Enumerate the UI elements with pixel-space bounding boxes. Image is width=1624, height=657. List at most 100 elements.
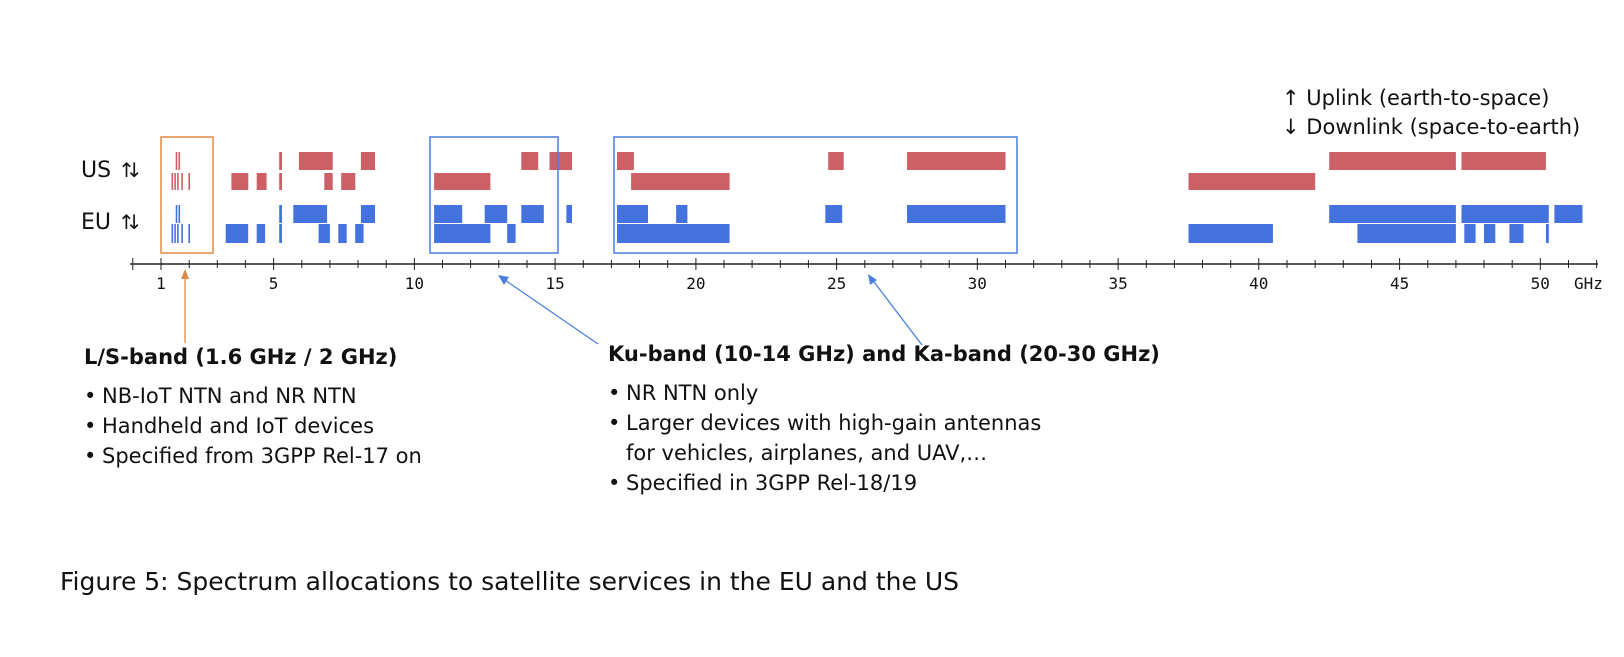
bullet-text: for vehicles, airplanes, and UAV,… <box>626 441 988 465</box>
legend-downlink-label: Downlink (space-to-earth) <box>1306 115 1581 139</box>
axis-tick-label: 5 <box>269 274 279 293</box>
us-up-allocation-bar <box>298 152 333 170</box>
eu-up-allocation-bar <box>676 205 688 223</box>
region-label-us: US ↑↓ <box>81 158 142 183</box>
bullet-icon: • <box>84 414 97 438</box>
ku-band-box <box>429 136 559 254</box>
ka-band-box <box>613 136 1018 254</box>
eu-up-allocation-bar <box>617 205 648 223</box>
ls-band-box <box>160 136 214 254</box>
ku-band-callout-arrow <box>501 277 599 345</box>
eu-up-allocation-bar <box>1329 205 1456 223</box>
ku-ka-band-title: Ku-band (10-14 GHz) and Ka-band (20-30 G… <box>608 342 1160 366</box>
eu-down-allocation-bar <box>279 224 282 243</box>
bullet-text: Specified in 3GPP Rel-18/19 <box>626 471 918 495</box>
eu-up-allocation-bar <box>1461 205 1549 223</box>
ka-band-callout-arrow <box>870 277 923 346</box>
list-item: • Specified from 3GPP Rel-17 on <box>84 441 422 471</box>
eu-down-allocation-bar <box>256 224 266 243</box>
list-item: • Specified in 3GPP Rel-18/19 <box>608 468 1041 498</box>
bullet-icon: • <box>84 444 97 468</box>
axis-tick-label: 1 <box>156 274 166 293</box>
eu-up-allocation-bar <box>360 205 375 223</box>
us-down-allocation-bar <box>279 173 282 190</box>
list-item: • NR NTN only <box>608 378 1041 408</box>
axis-tick-label: 15 <box>545 274 564 293</box>
us-up-allocation-bar <box>617 152 632 170</box>
us-down-allocation-bar <box>434 173 491 190</box>
eu-down-allocation-bar <box>1464 224 1476 243</box>
axis-tick-label: 50 <box>1531 274 1550 293</box>
eu-down-allocation-bar <box>1188 224 1273 243</box>
us-down-allocation-bar <box>341 173 356 190</box>
eu-down-allocation-bar <box>1484 224 1496 243</box>
us-up-allocation-bar <box>1461 152 1546 170</box>
eu-down-allocation-bar <box>434 224 491 243</box>
ku-band-arrowhead <box>498 275 509 285</box>
bullet-text: Specified from 3GPP Rel-17 on <box>102 444 422 468</box>
us-down-allocation-bar <box>631 173 730 190</box>
eu-down-allocation-bar <box>355 224 364 243</box>
axis-tick-label: 30 <box>968 274 987 293</box>
us-up-allocation-bar <box>549 152 572 170</box>
eu-up-allocation-bar <box>521 205 544 223</box>
list-item: • Larger devices with high-gain antennas <box>608 408 1041 438</box>
us-down-allocation-bar <box>324 173 333 190</box>
us-down-allocation-bar <box>256 173 267 190</box>
eu-up-allocation-bar <box>907 205 1006 223</box>
list-item: • NB-IoT NTN and NR NTN <box>84 381 422 411</box>
legend-uplink-label: Uplink (earth-to-space) <box>1306 86 1550 110</box>
us-up-allocation-bar <box>907 152 1006 170</box>
axis-tick-labels: 1 5 10 15 20 25 30 35 40 45 50 <box>156 274 1550 293</box>
figure-caption: Figure 5: Spectrum allocations to satell… <box>60 567 960 596</box>
bullet-icon: • <box>84 384 97 408</box>
axis-ticks <box>132 258 1598 270</box>
uplink-arrow-icon: ↑ <box>1282 86 1300 110</box>
eu-up-allocation-bar <box>434 205 463 223</box>
axis-tick-label: 25 <box>827 274 846 293</box>
bullet-text: NR NTN only <box>626 381 759 405</box>
region-eu-name: EU <box>81 210 112 235</box>
bullet-icon: • <box>608 381 621 405</box>
list-item: • Handheld and IoT devices <box>84 411 422 441</box>
list-item-continuation: for vehicles, airplanes, and UAV,… <box>608 438 1041 468</box>
region-label-eu: EU ↑↓ <box>81 210 142 235</box>
us-up-allocation-bar <box>521 152 539 170</box>
us-up-allocation-bar <box>360 152 375 170</box>
axis-tick-label: 35 <box>1108 274 1127 293</box>
ls-band-bullets: • NB-IoT NTN and NR NTN • Handheld and IoT… <box>84 381 422 471</box>
eu-down-allocation-bar <box>338 224 347 243</box>
legend-downlink: ↓ Downlink (space-to-earth) <box>1282 113 1580 142</box>
eu-down-allocation-bar <box>507 224 516 243</box>
legend-uplink: ↑ Uplink (earth-to-space) <box>1282 84 1549 113</box>
eu-down-allocation-bar <box>617 224 730 243</box>
bullet-text: Larger devices with high-gain antennas <box>626 411 1042 435</box>
us-up-allocation-bar <box>1329 152 1456 170</box>
bullet-icon: • <box>608 471 621 495</box>
us-up-allocation-bar <box>279 152 282 170</box>
eu-up-allocation-bar <box>566 205 572 223</box>
eu-up-allocation-bar <box>279 205 282 223</box>
ka-band-arrowhead <box>868 274 877 285</box>
axis-tick-label: 10 <box>405 274 424 293</box>
us-up-allocation-bar <box>828 152 844 170</box>
eu-up-allocation-bar <box>1554 205 1583 223</box>
ku-ka-band-bullets: • NR NTN only • Larger devices with high-g… <box>608 378 1041 498</box>
ls-band-title: L/S-band (1.6 GHz / 2 GHz) <box>84 345 398 369</box>
bullet-icon: • <box>608 411 621 435</box>
eu-down-allocation-bar <box>1357 224 1456 243</box>
ls-band-arrowhead <box>181 269 189 279</box>
eu-up-allocation-bar <box>293 205 328 223</box>
bullet-text: Handheld and IoT devices <box>102 414 375 438</box>
axis-tick-label: 40 <box>1249 274 1268 293</box>
us-down-allocation-bar <box>1188 173 1316 190</box>
bullet-text: NB-IoT NTN and NR NTN <box>102 384 357 408</box>
allocation-bars <box>171 152 1583 243</box>
eu-down-allocation-bar <box>1546 224 1549 243</box>
eu-down-allocation-bar <box>318 224 330 243</box>
updown-arrows-icon: ↑↓ <box>118 158 142 182</box>
eu-up-allocation-bar <box>484 205 508 223</box>
axis-unit-label: GHz <box>1574 274 1603 293</box>
us-down-allocation-bar <box>231 173 249 190</box>
